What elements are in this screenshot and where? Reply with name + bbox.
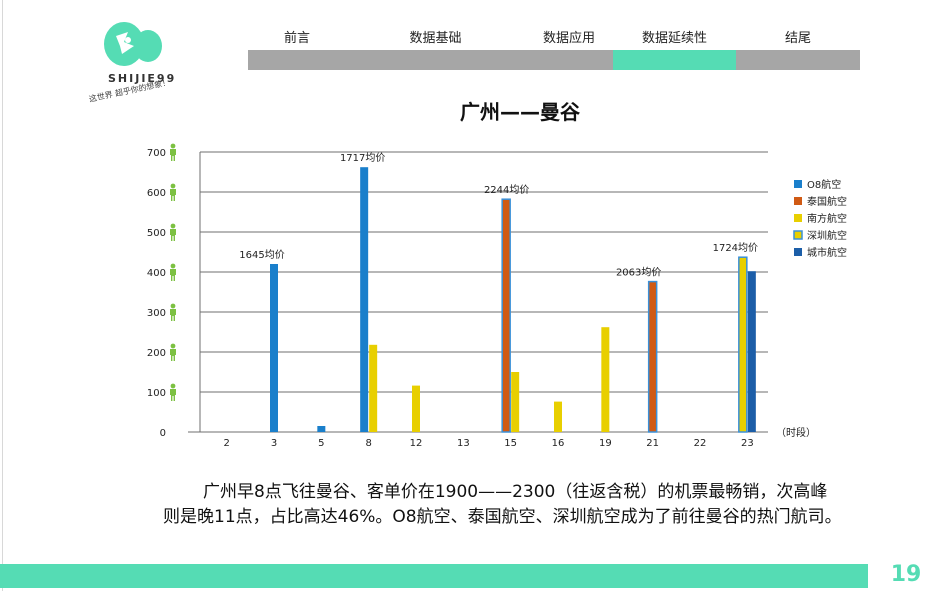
nav-item-bar: [346, 50, 525, 70]
data-annotation: 2244均价: [484, 184, 529, 196]
x-tick-label: 3: [271, 438, 277, 448]
y-tick-label: 700: [147, 148, 166, 159]
nav-item-label: 数据基础: [409, 31, 462, 46]
bar: [647, 280, 658, 433]
nav-item-label: 数据延续性: [641, 31, 707, 46]
y-tick-label: 200: [147, 348, 166, 359]
y-tick-label: 500: [147, 228, 166, 239]
bar: [747, 271, 756, 432]
brand-name: SHIJIE99: [108, 72, 177, 85]
data-annotation: 1717均价: [340, 152, 385, 164]
bar: [601, 327, 610, 432]
bar: [738, 256, 748, 433]
nav-item-preface[interactable]: 前言: [248, 24, 346, 72]
y-tick-label: 400: [147, 268, 166, 279]
x-tick-label: 13: [457, 438, 470, 448]
bar: [360, 167, 369, 432]
bar: [412, 385, 420, 432]
legend-swatch: [794, 214, 802, 222]
footer-bar: [0, 564, 868, 588]
y-tick-label: 600: [147, 188, 166, 199]
body-text: 广州早8点飞往曼谷、客单价在1900——2300（往返含税）的机票最畅销，次高峰…: [163, 482, 842, 527]
y-tick-label: 300: [147, 308, 166, 319]
bar: [511, 372, 520, 432]
data-annotation: 1724均价: [713, 242, 758, 254]
section-nav: 前言 数据基础 数据应用 数据延续性 结尾: [248, 24, 860, 72]
x-tick-label: 15: [504, 438, 517, 448]
legend-swatch: [794, 248, 802, 256]
x-tick-label: 16: [552, 438, 565, 448]
bar: [554, 401, 562, 432]
brand-logo: SHIJIE99: [98, 20, 188, 135]
person-icon: [170, 343, 176, 361]
x-tick-label: 19: [599, 438, 612, 448]
x-tick-label: 12: [410, 438, 423, 448]
nav-item-data-basis[interactable]: 数据基础: [346, 24, 525, 72]
legend-swatch: [794, 197, 802, 205]
legend-label: 泰国航空: [807, 195, 847, 208]
nav-item-label: 数据应用: [542, 31, 595, 46]
nav-item-label: 前言: [283, 31, 310, 46]
y-tick-label: 0: [160, 428, 166, 439]
nav-item-bar: [613, 50, 736, 70]
bar: [270, 264, 278, 432]
x-tick-label: 8: [365, 438, 371, 448]
data-annotation: 2063均价: [616, 267, 661, 279]
legend-label: 深圳航空: [807, 229, 847, 242]
data-annotation: 1645均价: [239, 249, 284, 261]
nav-item-ending[interactable]: 结尾: [736, 24, 860, 72]
y-tick-label: 100: [147, 388, 166, 399]
nav-item-bar: [248, 50, 346, 70]
x-tick-label: 23: [741, 438, 754, 448]
person-icon: [170, 223, 176, 241]
logo-icon: [104, 22, 162, 66]
nav-item-data-application[interactable]: 数据应用: [525, 24, 613, 72]
chart-title: 广州——曼谷: [460, 100, 580, 124]
legend-label: 南方航空: [807, 212, 847, 225]
person-icon: [170, 143, 176, 161]
page-number: 19: [890, 562, 922, 587]
x-tick-label: 2: [223, 438, 229, 448]
slide-border: [2, 0, 3, 591]
x-tick-label: 21: [646, 438, 659, 448]
x-tick-label: 5: [318, 438, 324, 448]
legend-label: 城市航空: [807, 246, 847, 259]
legend-swatch: [794, 180, 802, 188]
person-icon: [170, 383, 176, 401]
legend-swatch: [793, 230, 803, 240]
x-axis-label: （时段）: [776, 426, 816, 439]
bar: [501, 198, 511, 433]
nav-item-bar: [525, 50, 613, 70]
bar: [317, 426, 326, 432]
person-icon: [170, 263, 176, 281]
person-icon: [170, 183, 176, 201]
bar: [369, 344, 378, 432]
nav-item-data-continuity[interactable]: 数据延续性: [613, 24, 736, 72]
nav-item-bar: [736, 50, 860, 70]
legend-label: O8航空: [807, 178, 841, 191]
nav-item-label: 结尾: [784, 31, 811, 46]
x-tick-label: 22: [694, 438, 707, 448]
person-icon: [170, 303, 176, 321]
